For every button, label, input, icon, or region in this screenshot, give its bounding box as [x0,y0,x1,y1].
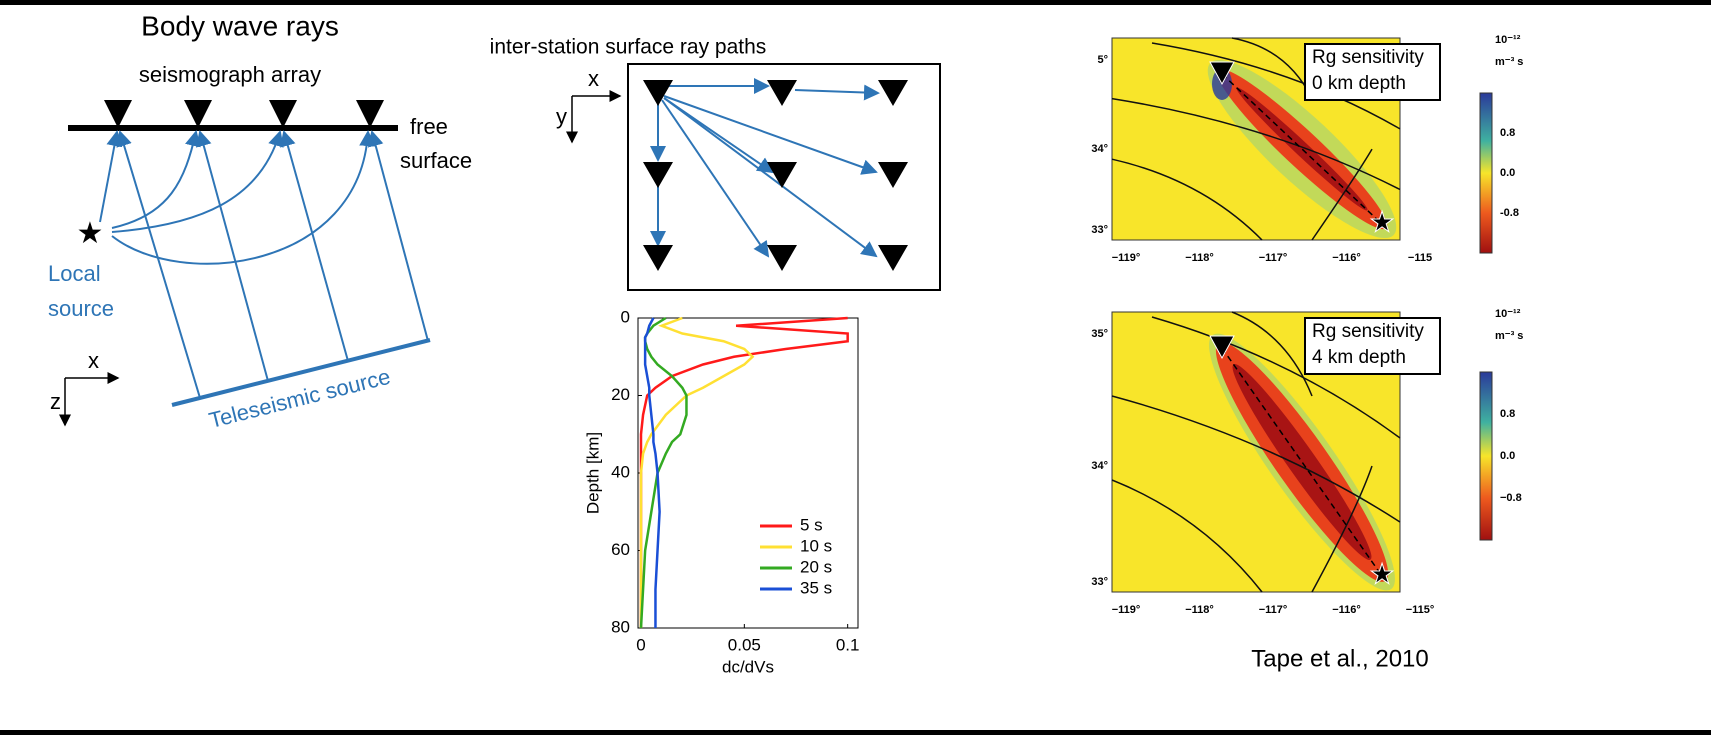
box [627,63,941,291]
lat-label: 35° [1091,328,1108,340]
stations [643,80,908,271]
map-panel: ★ Rg sensitivity 4 km depth 35° 34° 33° −119° −… [1091,308,1523,616]
lat-label: 34° [1091,460,1108,472]
lon-label: −118° [1185,252,1214,264]
fault [1311,148,1373,241]
paths [650,78,880,258]
y-tick-label: 60 [611,540,630,559]
maps: ★ Rg sensitivity 0 km depth 5° 34° 33° −119° −1… [1091,34,1523,616]
path-line [1221,347,1383,577]
series-line [639,316,755,628]
fault [1231,311,1313,397]
source: ★ [1369,558,1394,589]
annotation: Rg sensitivity [1312,321,1424,342]
label: x [588,66,599,91]
star: ★ [77,217,104,250]
map-panel: ★ Rg sensitivity 0 km depth 5° 34° 33° −119° −1… [1091,34,1523,264]
colorbar-unit: m⁻³ s [1495,56,1523,68]
fault [1151,316,1401,439]
label: free [410,114,448,139]
colorbar-tick: -0.8 [1500,207,1519,219]
lon-label: −119° [1112,604,1141,616]
colorbar-tick: 0.8 [1500,408,1515,420]
fault [1111,158,1263,241]
annotation: 4 km depth [1312,347,1406,368]
legend-label: 10 s [800,536,832,555]
fault [1111,479,1263,593]
series-line [639,316,688,629]
station [1209,61,1235,86]
annotation-box [1304,317,1441,375]
colorbar-unit: m⁻³ s [1495,330,1523,342]
y-tick-label: 0 [621,307,630,326]
station [1209,335,1235,360]
legend-label: 5 s [800,515,823,534]
label: source [48,296,114,321]
fault [1311,465,1373,593]
citation: Tape et al., 2010 [1251,645,1428,672]
colorbar-unit: 10⁻¹² [1495,308,1521,320]
series-line [643,317,661,628]
rays [99,130,431,407]
legend-label: 20 s [800,557,832,576]
x-axis-title: dc/dVs [722,657,774,676]
y-tick-label: 40 [611,462,630,481]
lon-label: −119° [1112,252,1141,264]
label: Local [48,261,101,286]
annotation: Rg sensitivity [1312,47,1424,68]
fault [1111,395,1401,523]
lat-label: 34° [1091,143,1108,155]
lat-label: 33° [1091,224,1108,236]
title: inter-station surface ray paths [490,36,767,59]
source: ★ [1369,206,1394,237]
lon-label: −115 [1408,252,1432,264]
label: surface [400,148,472,173]
fault [1151,42,1401,130]
fault [1111,97,1401,191]
x-tick-label: 0.1 [836,635,860,654]
lat-label: 33° [1091,576,1108,588]
colorbar [1479,371,1493,541]
label: z [50,389,61,414]
label: y [556,104,567,129]
sensitivity-core [1232,364,1372,560]
label: x [88,348,99,373]
colorbar [1479,92,1493,254]
annotation-box [1304,43,1441,101]
x-tick-label: 0 [636,635,645,654]
lon-label: −117° [1259,252,1288,264]
lon-label: −116° [1332,252,1361,264]
kernel-chart: 0 0.05 0.1 0 20 40 60 80 dc/dVs Depth [km] 5 s 10 s… [583,307,859,676]
colorbar-tick: 0.0 [1500,167,1515,179]
legend-label: 35 s [800,578,832,597]
y-tick-label: 80 [611,617,630,636]
lon-label: −116° [1332,604,1361,616]
title: Body wave rays [141,10,339,41]
x-tick-label: 0.05 [728,635,761,654]
colorbar-tick: −0.8 [1500,492,1522,504]
colorbar-tick: 0.8 [1500,127,1515,139]
body-wave-diagram: Body wave rays seismograph array free su… [48,10,472,433]
lat-label: 5° [1097,54,1108,66]
colorbar-unit: 10⁻¹² [1495,34,1521,46]
annotation: 0 km depth [1312,73,1406,94]
path-line [1221,73,1383,225]
stations [104,100,384,128]
frame [0,0,1711,5]
colorbar-tick: 0.0 [1500,450,1515,462]
lon-label: −118° [1185,604,1214,616]
surface-path-diagram: inter-station surface ray paths x y [490,36,941,291]
y-axis-title: Depth [km] [583,432,602,514]
label: seismograph array [139,62,321,87]
lon-label: −117° [1259,604,1288,616]
lon-label: −115° [1406,604,1435,616]
y-tick-label: 20 [611,385,630,404]
